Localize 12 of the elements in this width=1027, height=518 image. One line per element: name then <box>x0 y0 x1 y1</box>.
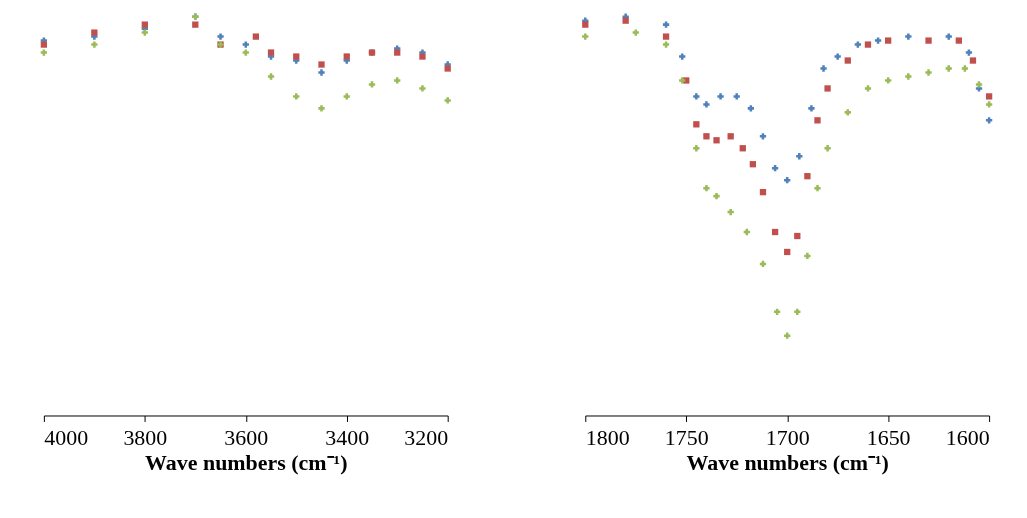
x-axis-title: Wave numbers (cm⁻¹) <box>686 449 889 475</box>
x-tick-label: 1650 <box>866 424 911 450</box>
x-axis-title: Wave numbers (cm⁻¹) <box>145 449 348 475</box>
x-tick-label: 3400 <box>325 424 370 450</box>
x-tick-label: 3200 <box>404 424 449 450</box>
x-tick-label: 1600 <box>945 424 990 450</box>
x-tick-label: 1750 <box>664 424 709 450</box>
x-tick-label: 3800 <box>123 424 168 450</box>
x-tick-label: 3600 <box>224 424 269 450</box>
x-tick-label: 4000 <box>44 424 89 450</box>
x-tick-label: 1700 <box>765 424 810 450</box>
x-tick-label: 1800 <box>585 424 630 450</box>
